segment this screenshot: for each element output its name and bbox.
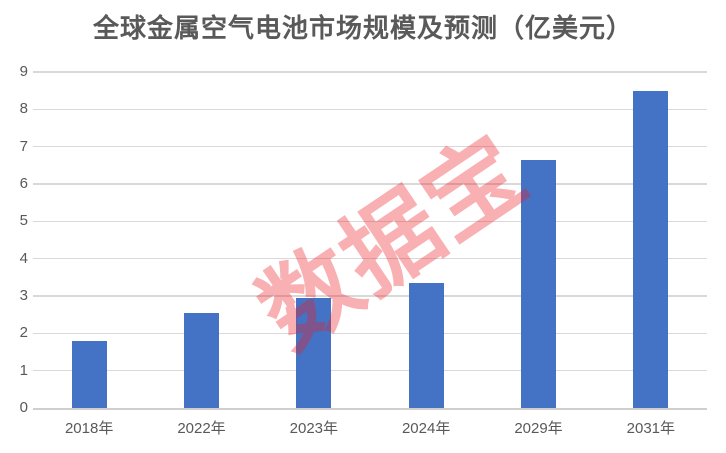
bar-2023年 <box>296 297 332 408</box>
x-axis-category-label: 2024年 <box>401 420 451 437</box>
gridline <box>33 145 707 148</box>
y-axis-tick-label: 9 <box>19 63 28 80</box>
y-axis-tick-label: 4 <box>19 249 28 267</box>
y-axis-tick-label: 8 <box>19 100 28 118</box>
y-axis-tick-label: 6 <box>19 175 28 192</box>
y-axis-tick-label: 1 <box>19 361 28 379</box>
x-axis-category-label: 2031年 <box>626 420 676 437</box>
chart-title: 全球金属空气电池市场规模及预测（亿美元） <box>92 14 633 43</box>
y-axis-tick-label: 5 <box>19 212 28 230</box>
bar-2031年 <box>633 90 669 408</box>
plot-area <box>33 71 707 410</box>
gridline <box>33 295 707 297</box>
bar-2029年 <box>521 159 556 408</box>
gridline <box>33 257 707 260</box>
gridline <box>33 183 707 185</box>
x-axis-line <box>33 408 707 410</box>
x-axis-category-label: 2018年 <box>64 420 114 437</box>
gridline <box>33 369 707 372</box>
y-axis-tick-label: 7 <box>19 137 28 155</box>
gridline <box>33 108 707 111</box>
x-axis-category-label: 2023年 <box>289 420 339 437</box>
bar-2024年 <box>408 282 444 408</box>
gridline <box>33 220 707 223</box>
y-axis-tick-label: 3 <box>19 287 28 304</box>
y-axis-tick-label: 2 <box>19 324 28 342</box>
x-axis-category-label: 2029年 <box>514 420 563 437</box>
gridline <box>33 332 707 335</box>
gridline <box>33 71 707 73</box>
bar-2022年 <box>184 312 219 408</box>
bar-2018年 <box>71 340 107 408</box>
x-axis-category-label: 2022年 <box>177 420 226 437</box>
y-axis-tick-label: 0 <box>19 399 28 416</box>
